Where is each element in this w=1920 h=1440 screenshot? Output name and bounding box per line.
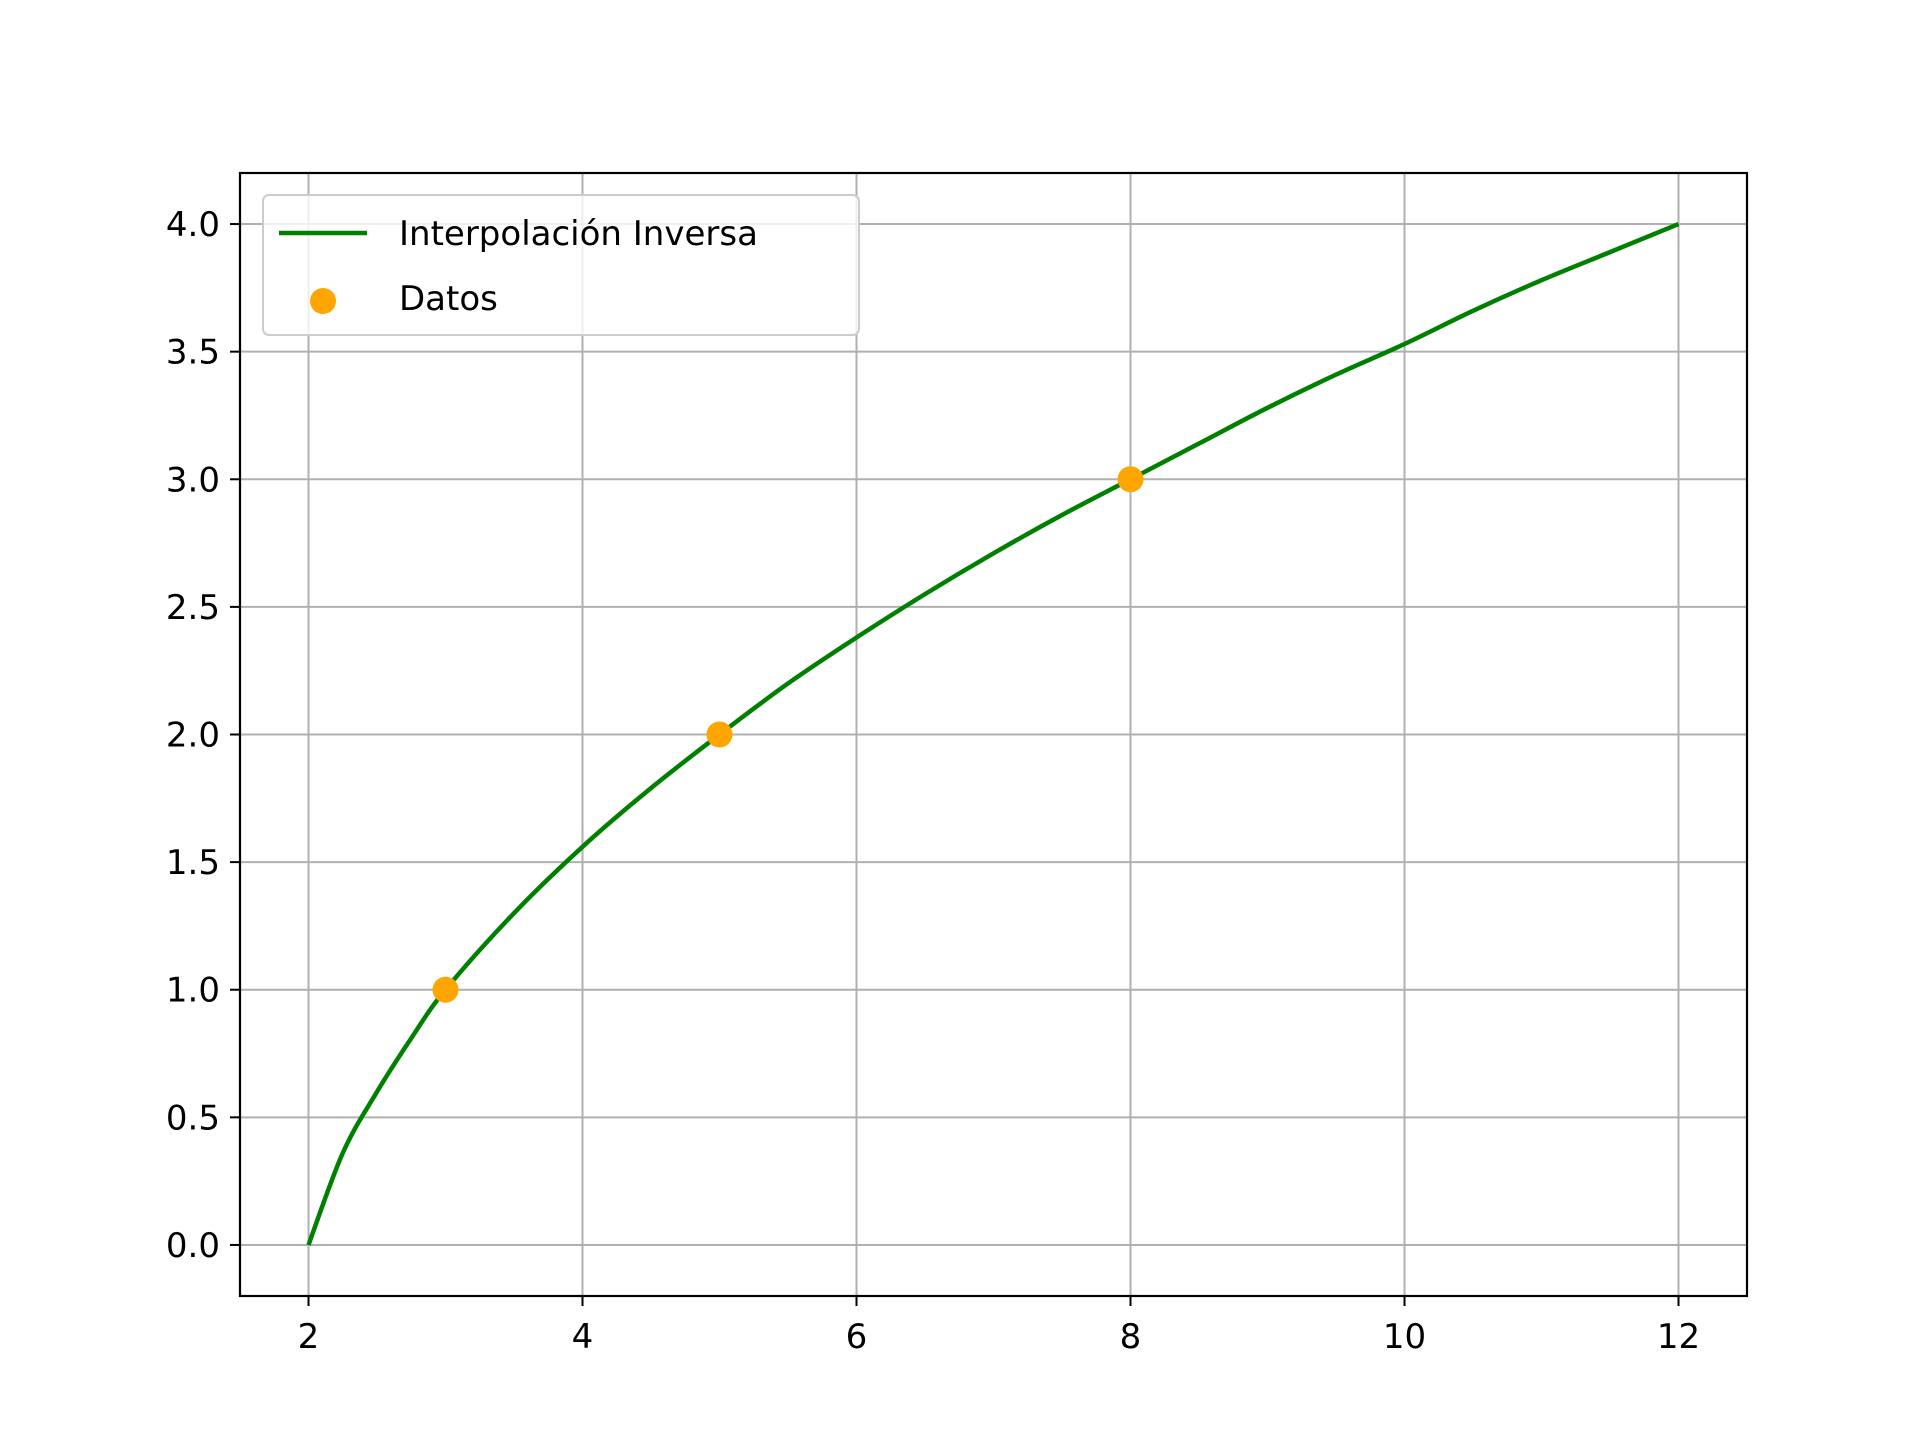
legend: Interpolación Inversa Datos xyxy=(262,194,860,336)
scatter-point xyxy=(1117,466,1144,493)
x-tick-label: 12 xyxy=(1657,1317,1700,1357)
axis-ticks: 2 4 6 8 10 12 0.0 0.5 1.0 1.5 2.0 2.5 3.0 3.5 4.0 xyxy=(166,205,1700,1357)
x-tick-label: 8 xyxy=(1120,1317,1142,1357)
y-tick-label: 2.0 xyxy=(166,716,220,756)
y-tick-label: 0.5 xyxy=(166,1098,220,1138)
x-tick-label: 4 xyxy=(572,1317,594,1357)
y-tick-label: 3.5 xyxy=(166,333,220,373)
legend-marker-swatch xyxy=(310,288,336,314)
plot-series xyxy=(306,221,1680,1246)
x-tick-label: 2 xyxy=(298,1317,320,1357)
y-tick-label: 0.0 xyxy=(166,1226,220,1266)
y-tick-label: 4.0 xyxy=(166,205,220,245)
grid xyxy=(240,173,1747,1296)
y-tick-label: 1.0 xyxy=(166,971,220,1011)
y-tick-label: 3.0 xyxy=(166,460,220,500)
x-tick-label: 6 xyxy=(846,1317,868,1357)
legend-label-scatter: Datos xyxy=(399,279,498,319)
scatter-point xyxy=(706,721,733,748)
y-tick-label: 1.5 xyxy=(166,843,220,883)
x-tick-label: 10 xyxy=(1383,1317,1426,1357)
scatter-point xyxy=(432,976,459,1003)
legend-box xyxy=(262,194,860,336)
y-tick-label: 2.5 xyxy=(166,588,220,628)
legend-label-line: Interpolación Inversa xyxy=(399,214,758,254)
